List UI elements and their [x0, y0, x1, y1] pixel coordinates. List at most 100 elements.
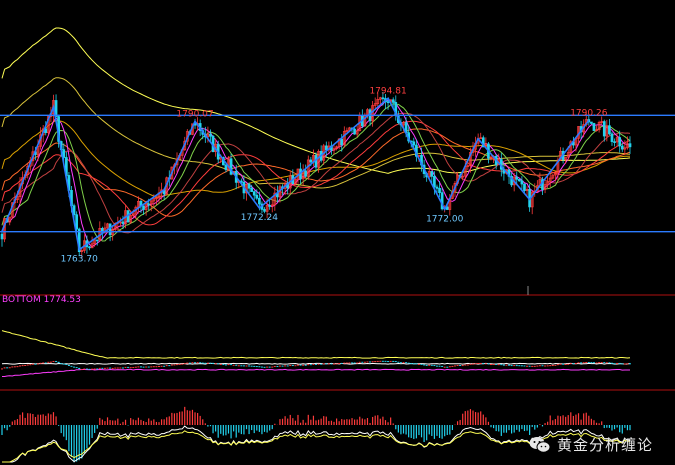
- indicator-candle: [603, 362, 606, 364]
- candle-body: [335, 146, 338, 150]
- wechat-icon: [529, 436, 551, 453]
- candle-body: [209, 133, 212, 137]
- indicator-candle: [312, 363, 315, 365]
- indicator-candle: [165, 365, 168, 367]
- indicator-candle: [590, 362, 593, 364]
- indicator-candle: [250, 365, 253, 367]
- indicator-candle: [273, 365, 276, 367]
- trough-label: 1763.70: [61, 255, 98, 265]
- candle-body: [600, 121, 604, 123]
- indicator-candle: [31, 363, 34, 365]
- indicator-candle: [533, 365, 536, 367]
- indicator-candle: [433, 365, 436, 367]
- candle-body: [224, 164, 228, 170]
- indicator-candle: [116, 367, 119, 369]
- indicator-candle: [137, 366, 140, 368]
- indicator-candle: [417, 363, 420, 365]
- indicator-candle: [608, 362, 611, 364]
- indicator-candle: [206, 362, 209, 364]
- candle-body: [273, 192, 277, 206]
- indicator-candle: [245, 365, 248, 367]
- indicator-candle: [379, 360, 382, 362]
- indicator-band: [1, 330, 631, 359]
- candle-body: [615, 137, 619, 143]
- indicator-candle: [65, 364, 68, 366]
- peak-label: 1794.81: [369, 86, 406, 96]
- candle-body: [129, 215, 133, 223]
- indicator-candle: [472, 363, 474, 365]
- indicator-candle: [214, 363, 217, 365]
- indicator-candle: [1, 368, 3, 370]
- indicator-candle: [477, 363, 480, 365]
- indicator-candle: [78, 367, 81, 370]
- indicator-candle: [389, 360, 392, 362]
- indicator-candle: [392, 360, 395, 362]
- indicator-candle: [119, 367, 122, 369]
- indicator-candle: [626, 363, 629, 365]
- indicator-panel: [1, 330, 631, 377]
- indicator-candle: [410, 363, 413, 365]
- candle-body: [548, 177, 552, 183]
- candle-body: [461, 175, 465, 178]
- indicator-candle: [441, 365, 444, 367]
- candle-body: [595, 129, 598, 132]
- bottom-indicator-label: BOTTOM 1774.53: [2, 295, 81, 305]
- candle-body: [430, 171, 434, 177]
- ma-line-100: [1, 77, 631, 189]
- indicator-candle: [351, 362, 354, 364]
- indicator-candle: [85, 368, 88, 370]
- indicator-candle: [582, 362, 585, 364]
- indicator-candle: [371, 361, 374, 363]
- indicator-candle: [461, 365, 464, 367]
- indicator-candle: [168, 365, 171, 367]
- indicator-candle: [237, 365, 240, 367]
- candle-body: [525, 188, 529, 191]
- indicator-candle: [345, 362, 348, 364]
- ma-line-150: [1, 27, 631, 174]
- indicator-candle: [469, 363, 472, 365]
- indicator-candle: [42, 362, 45, 364]
- candle-body: [324, 145, 328, 151]
- candle-body: [8, 216, 12, 223]
- candle-body: [546, 181, 549, 185]
- indicator-candle: [320, 363, 323, 365]
- candle-body: [445, 206, 449, 210]
- indicator-candle: [381, 360, 384, 362]
- ma-line-30: [1, 120, 631, 226]
- indicator-candle: [134, 366, 137, 368]
- candle-body: [255, 194, 259, 199]
- candle-body: [88, 246, 91, 249]
- candle-body: [144, 203, 148, 210]
- candle-body: [119, 221, 122, 224]
- candle-body: [543, 184, 547, 190]
- indicator-candle: [294, 365, 297, 367]
- indicator-candle: [47, 361, 50, 363]
- indicator-candle: [531, 365, 534, 367]
- trough-label: 1772.00: [426, 214, 463, 224]
- candle-body: [263, 209, 266, 212]
- candle-body: [566, 152, 570, 158]
- indicator-candle: [629, 363, 631, 365]
- candle-body: [517, 178, 521, 182]
- indicator-candle: [363, 361, 366, 363]
- indicator-candle: [536, 365, 539, 367]
- candle-body: [412, 141, 416, 146]
- indicator-candle: [564, 364, 567, 366]
- indicator-candle: [600, 362, 603, 364]
- candle-body: [294, 178, 297, 185]
- indicator-candle: [420, 363, 423, 365]
- indicator-candle: [268, 366, 271, 368]
- indicator-candle: [353, 362, 356, 364]
- indicator-candle: [423, 364, 426, 366]
- indicator-candle: [623, 363, 626, 365]
- candle-body: [602, 121, 606, 137]
- indicator-candle: [173, 364, 176, 366]
- indicator-candle: [281, 365, 284, 367]
- indicator-candle: [358, 361, 361, 363]
- indicator-candle: [569, 363, 572, 365]
- indicator-candle: [93, 368, 96, 370]
- candle-body: [95, 239, 99, 242]
- candle-body: [247, 183, 251, 189]
- indicator-candle: [315, 363, 317, 365]
- candle-body: [44, 128, 48, 133]
